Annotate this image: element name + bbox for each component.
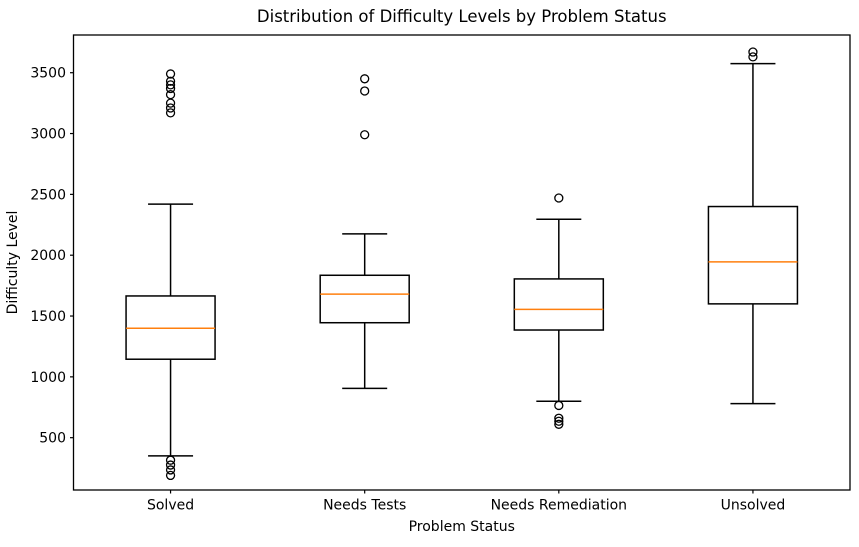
outlier-point [165,103,176,113]
y-tick-label: 1000 [30,370,66,386]
y-tick-label: 1500 [30,309,66,325]
outlier-point [165,455,176,465]
outlier-point [554,193,564,203]
outlier-point [748,52,758,62]
x-tick-label: Needs Remediation [491,498,627,514]
y-tick-label: 2000 [30,248,66,264]
outlier-point [165,80,176,90]
x-tick-label: Needs Tests [323,498,406,514]
iqr-box [513,278,605,331]
outlier-point [360,130,370,140]
outlier-point [360,86,370,96]
y-tick-label: 3500 [30,66,66,82]
outlier-point [165,460,176,470]
outlier-point [748,47,758,57]
outlier-point [554,400,564,411]
outlier-point [554,416,564,426]
axes-frame [72,34,851,491]
y-axis-label: Difficulty Level [5,211,21,315]
outlier-point [165,69,176,79]
chart-title: Distribution of Difficulty Levels by Pro… [257,7,667,26]
outlier-point [165,83,176,94]
outlier-point [165,89,176,100]
y-tick-label: 500 [39,431,66,447]
outlier-point [360,74,370,84]
x-tick-label: Unsolved [721,498,786,514]
outlier-point [165,76,176,86]
outlier-point [165,465,176,475]
x-axis-label: Problem Status [409,519,515,535]
x-tick-label: Solved [147,498,194,514]
plot-area: 500 1000 1500 2000 2500 3000 3500 Solved Needs T… [30,34,851,514]
iqr-box [319,274,410,324]
outlier-point [165,108,176,118]
outlier-point [165,470,176,481]
outlier-point [554,413,564,423]
outlier-point [554,419,564,429]
y-tick-label: 3000 [30,127,66,143]
y-tick-label: 2500 [30,187,66,203]
iqr-box [707,205,799,305]
outlier-point [165,98,176,108]
